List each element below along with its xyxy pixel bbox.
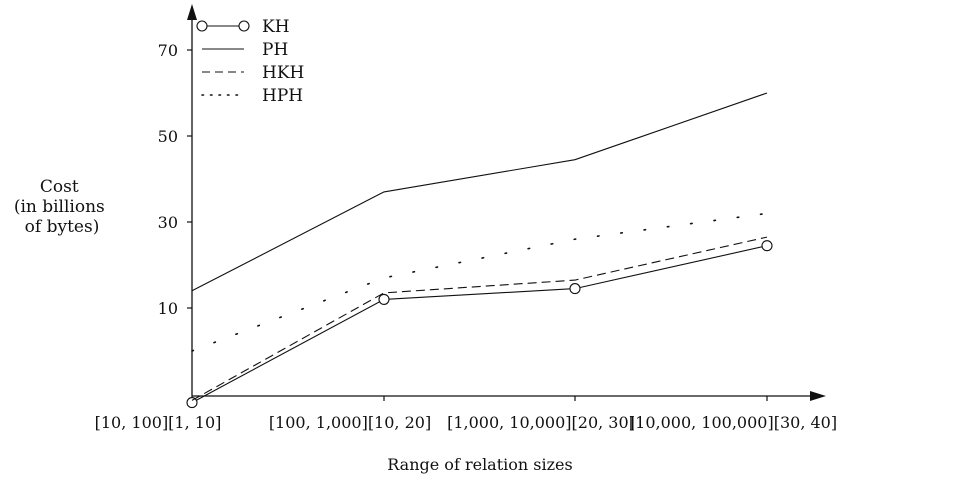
legend-marker <box>238 20 250 32</box>
x-axis-label: Range of relation sizes <box>387 455 572 474</box>
series-line-kh <box>191 245 768 404</box>
legend: KH PH HKH HPH <box>196 17 304 106</box>
y-axis-label: Cost (in billions of bytes) <box>14 177 110 237</box>
data-point-kh <box>569 283 581 295</box>
y-axis-label-line-3: of bytes) <box>25 217 100 237</box>
axes <box>187 4 826 401</box>
series-hkh <box>191 236 768 401</box>
y-axis-ticks: 10 30 50 70 <box>158 41 192 318</box>
series-kh <box>186 240 773 409</box>
series-line-hkh <box>191 236 768 401</box>
x-axis-ticks: [10, 100][1, 10] [100, 1,000][10, 20] [1,0… <box>95 396 837 432</box>
y-axis-label-line-2: (in billions <box>14 197 105 217</box>
y-tick-label: 70 <box>158 41 178 60</box>
legend-label: HKH <box>262 63 304 83</box>
legend-label: HPH <box>262 86 303 106</box>
legend-item-kh: KH <box>196 17 290 37</box>
legend-item-hkh: HKH <box>202 63 304 83</box>
data-point-kh <box>186 397 198 409</box>
series-group <box>186 92 773 409</box>
x-tick-label: [1,000, 10,000][20, 30] <box>447 413 635 432</box>
series-line-hph <box>191 212 768 352</box>
legend-label: KH <box>262 17 290 37</box>
data-point-kh <box>378 293 390 305</box>
legend-marker <box>196 20 208 32</box>
series-ph <box>191 92 768 292</box>
y-axis-label-line-1: Cost <box>40 177 79 197</box>
y-tick-label: 30 <box>158 213 178 232</box>
legend-item-ph: PH <box>202 40 288 60</box>
x-tick-label: [100, 1,000][10, 20] <box>269 413 431 432</box>
y-axis-arrowhead <box>187 4 197 20</box>
x-tick-label: [10,000, 100,000][30, 40] <box>629 413 837 432</box>
y-tick-label: 50 <box>158 127 178 146</box>
x-tick-label: [10, 100][1, 10] <box>95 413 222 432</box>
legend-label: PH <box>262 40 288 60</box>
series-line-ph <box>191 92 768 292</box>
series-hph <box>191 212 768 352</box>
x-axis-arrowhead <box>810 391 826 401</box>
y-tick-label: 10 <box>158 299 178 318</box>
legend-item-hph: HPH <box>201 86 303 106</box>
data-point-kh <box>761 240 773 252</box>
